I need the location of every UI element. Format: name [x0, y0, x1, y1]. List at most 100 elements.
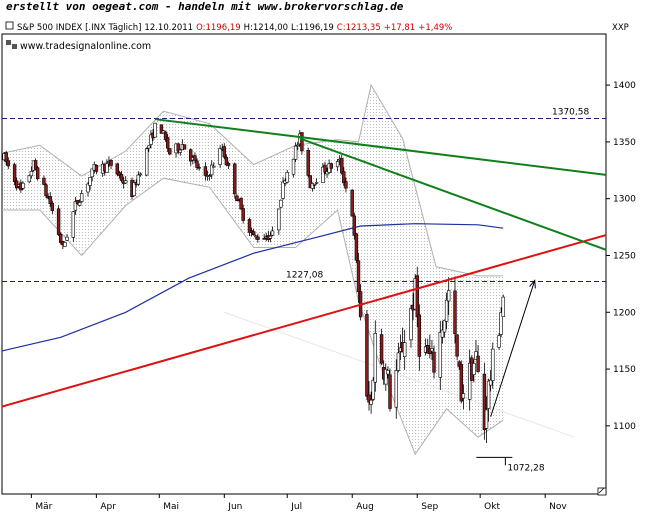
- candle: [312, 184, 317, 190]
- candle-body: [256, 236, 260, 240]
- candle-body: [138, 173, 143, 176]
- candle-body: [145, 148, 149, 176]
- candle-body: [203, 166, 208, 176]
- candle-body: [365, 314, 369, 397]
- candle: [379, 328, 384, 366]
- candle-body: [86, 183, 90, 193]
- candle: [153, 122, 157, 138]
- candle-body: [335, 161, 340, 168]
- y-tick-label: 1100: [613, 422, 636, 432]
- candle: [488, 369, 493, 392]
- candle: [252, 228, 256, 236]
- candle-body: [367, 394, 371, 403]
- candle-body: [386, 370, 390, 375]
- candle-body: [459, 364, 463, 402]
- candle-body: [472, 363, 476, 375]
- candle: [197, 163, 201, 171]
- candle-body: [71, 211, 76, 238]
- candle: [344, 177, 348, 193]
- candle-body: [352, 215, 356, 236]
- candle-body: [444, 299, 449, 322]
- candle: [354, 232, 359, 264]
- faint-trendline: [224, 311, 575, 438]
- candle-body: [440, 329, 445, 338]
- candle-body: [396, 352, 401, 371]
- candle-body: [446, 290, 451, 302]
- candle-body: [388, 374, 392, 409]
- candle: [136, 171, 140, 187]
- header-high: H:1214,00: [244, 23, 288, 33]
- candle-body: [50, 202, 55, 211]
- candle-body: [268, 235, 273, 239]
- candle-body: [499, 312, 503, 335]
- candle: [446, 277, 451, 315]
- candle-body: [484, 409, 489, 429]
- candle: [268, 231, 273, 243]
- candle-body: [207, 175, 212, 177]
- candle: [88, 177, 92, 191]
- candle-body: [149, 134, 153, 145]
- candle: [12, 162, 17, 186]
- x-tick-label: Mai: [163, 502, 179, 512]
- green-trendline-upper: [154, 118, 607, 176]
- candle: [182, 144, 187, 150]
- candle-body: [279, 199, 283, 208]
- candle-body: [491, 348, 495, 381]
- candle-body: [501, 296, 505, 317]
- candle: [58, 232, 63, 245]
- candle: [394, 359, 398, 419]
- candle-body: [147, 145, 151, 149]
- candle-body: [218, 148, 222, 165]
- candle-body: [457, 361, 461, 367]
- candle: [212, 162, 216, 168]
- candle-body: [432, 351, 436, 373]
- candle: [77, 199, 82, 207]
- red-trendline: [1, 234, 607, 408]
- candle-body: [21, 182, 25, 189]
- candle-body: [467, 362, 472, 400]
- candle-body: [430, 348, 434, 352]
- candle: [75, 200, 80, 206]
- candle: [482, 362, 487, 440]
- candle: [124, 175, 128, 185]
- projection-arrow-head: [529, 279, 536, 289]
- candle: [166, 134, 170, 153]
- candle: [491, 342, 495, 389]
- candle-body: [189, 149, 193, 162]
- candle: [241, 204, 245, 224]
- candle: [159, 124, 164, 134]
- candles-layer: [2, 122, 505, 443]
- candle-body: [486, 380, 491, 409]
- watermark-bullet-1: [6, 40, 11, 45]
- y-tick-label: 1200: [613, 308, 636, 318]
- indicator-lines-layer: [1, 118, 606, 352]
- candle-body: [476, 355, 480, 372]
- candle: [497, 333, 501, 350]
- candle: [94, 164, 99, 175]
- candle: [432, 345, 436, 379]
- candle: [195, 158, 199, 171]
- bollinger-fill: [2, 85, 504, 455]
- candle-body: [75, 200, 80, 204]
- candle: [56, 205, 61, 236]
- candle-body: [168, 148, 172, 155]
- candle: [35, 165, 40, 181]
- candle: [247, 217, 252, 237]
- candle: [293, 142, 298, 162]
- candle-body: [195, 160, 199, 168]
- candle-body: [329, 163, 333, 169]
- candle-body: [254, 235, 258, 238]
- candle: [323, 161, 327, 175]
- scroll-handle[interactable]: [597, 487, 607, 496]
- candle: [329, 162, 333, 173]
- candle: [306, 147, 310, 178]
- header-right-tag: XXP: [612, 23, 629, 33]
- candle: [409, 304, 413, 348]
- scroll-handle-glyph: [598, 487, 605, 494]
- candle: [281, 177, 285, 200]
- candle-body: [293, 145, 298, 160]
- candle-body: [453, 290, 457, 334]
- candle: [455, 334, 459, 361]
- level-label-low: 1072,28: [507, 463, 544, 473]
- candle-body: [33, 160, 38, 170]
